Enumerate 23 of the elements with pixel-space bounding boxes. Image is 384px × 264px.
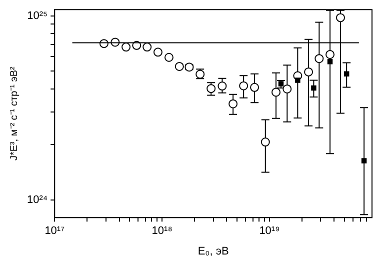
- x-tick-label: 10¹⁹: [259, 225, 280, 238]
- point: [250, 82, 260, 92]
- point: [218, 82, 227, 91]
- point: [142, 42, 152, 52]
- y-tick-label: 10²⁵: [27, 10, 48, 22]
- point: [326, 50, 335, 59]
- point: [228, 99, 238, 108]
- x-tick-label: 10¹⁷: [44, 225, 65, 238]
- y-tick-label: 10²⁴: [27, 194, 48, 206]
- point: [304, 67, 314, 76]
- point: [336, 13, 345, 22]
- y-axis-title: J*E³, м⁻² с⁻¹ стр⁻¹ эВ²: [8, 66, 20, 161]
- x-tick-label: 10¹⁸: [152, 225, 172, 238]
- point: [153, 48, 162, 57]
- point: [239, 81, 248, 90]
- point: [282, 84, 292, 94]
- x-axis-title: E₀, эВ: [198, 245, 229, 258]
- point: [272, 88, 281, 97]
- point: [260, 138, 270, 147]
- point: [174, 62, 184, 71]
- point: [314, 54, 324, 64]
- point: [122, 42, 131, 52]
- point: [164, 52, 174, 62]
